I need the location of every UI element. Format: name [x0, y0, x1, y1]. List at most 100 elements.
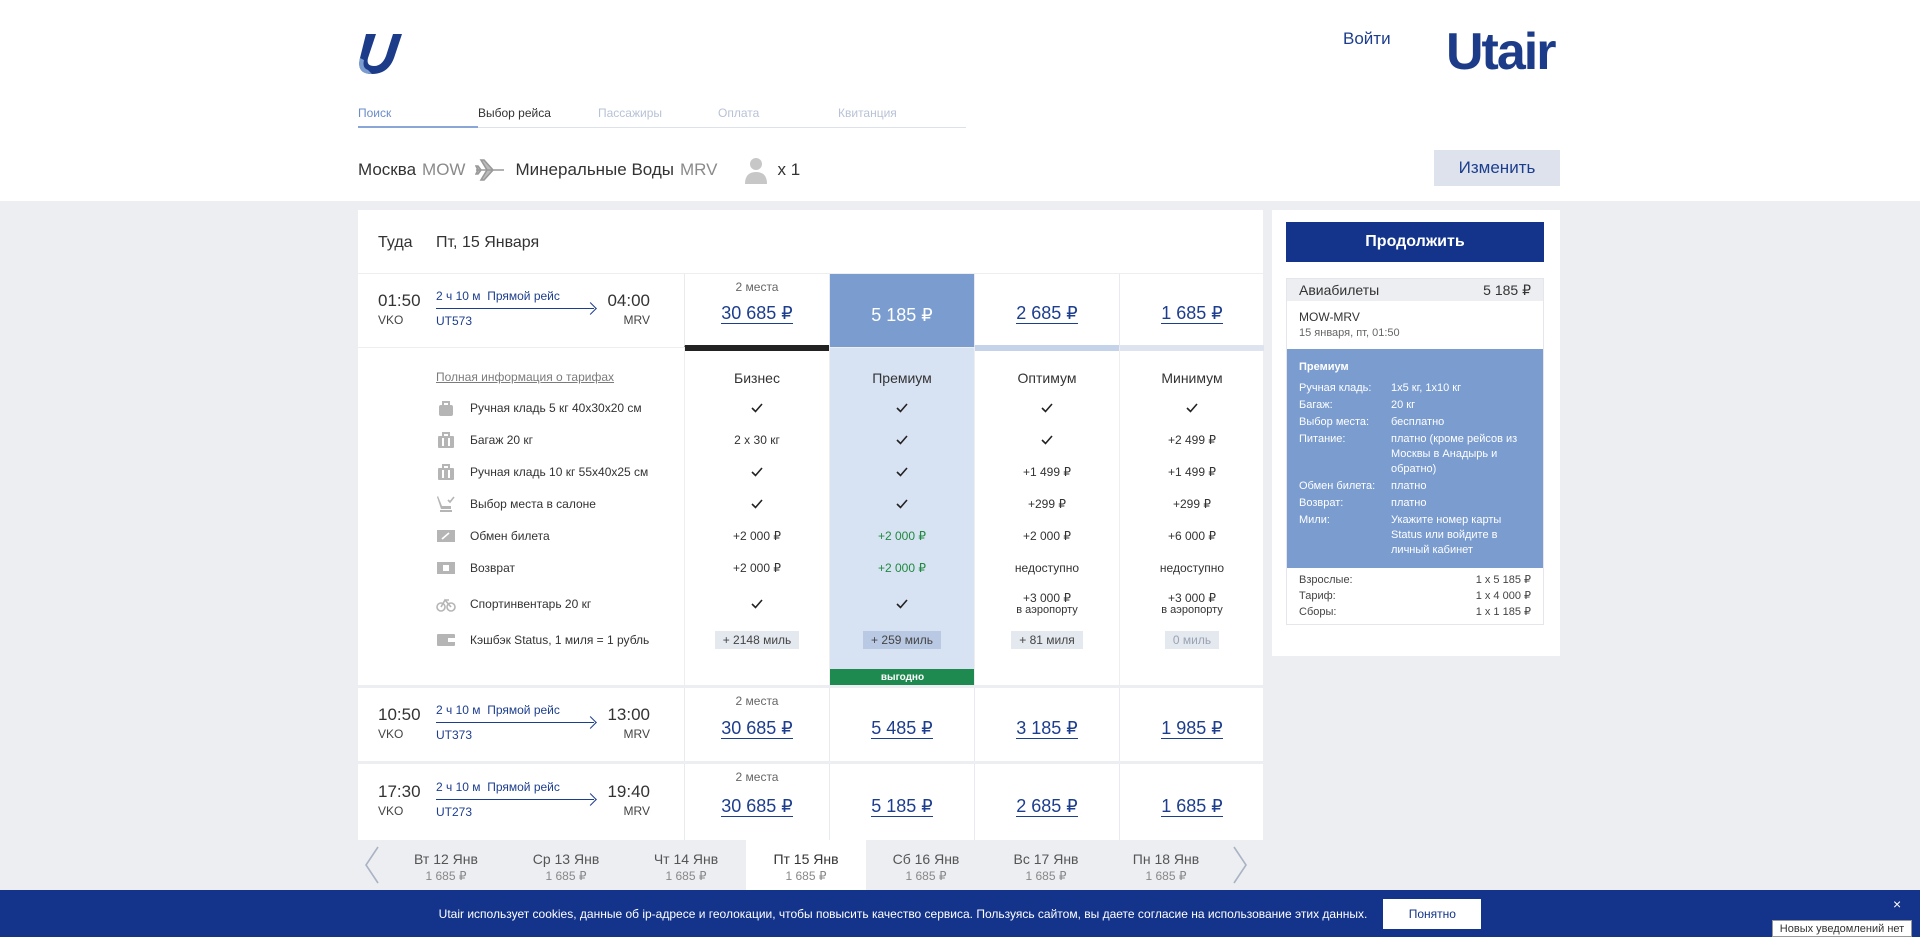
cost-row: Сборы: 1 x 1 185 ₽ — [1299, 606, 1531, 618]
continue-button[interactable]: Продолжить — [1286, 222, 1544, 262]
tariff-value: +2 000 ₽ — [732, 529, 781, 543]
route-summary: Москва MOW Минеральные Воды MRV x 1 — [358, 156, 800, 184]
arrival-time: 13:00 — [607, 705, 650, 724]
price-minimum[interactable]: 1 685 ₽ — [1119, 764, 1264, 840]
tariff-row: Питание: платно (кроме рейсов из Москвы в… — [1299, 433, 1518, 475]
tariff-row: Багаж: 20 кг — [1299, 399, 1416, 411]
next-dates-button[interactable] — [1226, 840, 1254, 890]
price-cells: 2 места 30 685 ₽ 5 485 ₽ 3 185 ₽ 1 985 ₽ — [684, 688, 1264, 761]
summary-route: MOW-MRV 15 января, пт, 01:50 — [1299, 310, 1400, 339]
direction-date: Пт, 15 Января — [436, 234, 540, 251]
plane-icon — [475, 159, 505, 181]
tariff-value: +3 000 ₽ в аэропорту — [1161, 591, 1223, 616]
suitcase-icon — [438, 464, 454, 480]
price-value[interactable]: 5 185 ₽ — [871, 305, 933, 325]
price-business[interactable]: 2 места 30 685 ₽ — [684, 688, 829, 761]
price-business[interactable]: 2 места 30 685 ₽ — [684, 764, 829, 840]
direction-label: Туда — [378, 234, 413, 251]
tariff-row: Выбор места: бесплатно — [1299, 416, 1445, 428]
best-value-badge: выгодно — [830, 669, 975, 685]
price-minimum[interactable]: 1 985 ₽ — [1119, 688, 1264, 761]
flight-row[interactable]: 01:50 VKO 2 ч 10 м Прямой рейс UT573 04:… — [358, 274, 1264, 348]
flight-number[interactable]: UT373 — [436, 728, 473, 742]
flight-number[interactable]: UT273 — [436, 805, 473, 819]
cost-row: Взрослые: 1 x 5 185 ₽ — [1299, 574, 1531, 586]
close-icon[interactable]: × — [1893, 896, 1902, 912]
brand-logo: Utair — [1446, 23, 1556, 81]
price-value[interactable]: 1 985 ₽ — [1161, 718, 1223, 739]
step-flight-select: Выбор рейса — [478, 106, 551, 120]
direction-header: Туда Пт, 15 Января — [358, 210, 1263, 274]
to-city: Минеральные Воды — [515, 160, 675, 179]
login-link[interactable]: Войти — [1343, 29, 1391, 48]
flight-row[interactable]: 10:50 VKO 2 ч 10 м Прямой рейс UT373 13:… — [358, 685, 1263, 761]
price-optimum[interactable]: 3 185 ₽ — [974, 688, 1119, 761]
date-option[interactable]: Чт 14 Янв 1 685 ₽ — [653, 851, 719, 883]
price-cells: 2 места 30 685 ₽ 5 185 ₽ 2 685 ₽ 1 685 ₽ — [684, 764, 1264, 840]
refund-icon — [437, 562, 455, 574]
seats-left: 2 места — [735, 694, 779, 708]
price-cells: 2 места 30 685 ₽ 5 185 ₽ 2 685 ₽ 1 685 ₽ — [684, 274, 1264, 348]
price-value[interactable]: 3 185 ₽ — [1016, 718, 1078, 739]
price-premium[interactable]: 5 185 ₽ — [829, 274, 974, 348]
tariff-summary: Премиум Ручная кладь: 1x5 кг, 1x10 кг Баг… — [1287, 349, 1543, 568]
check-icon — [685, 584, 829, 624]
ticket-exchange-icon — [437, 530, 455, 542]
change-search-button[interactable]: Изменить — [1434, 150, 1560, 186]
departure-time: 10:50 — [378, 705, 421, 724]
step-search[interactable]: Поиск — [358, 106, 392, 120]
tariff-optimum[interactable]: Оптимум +1 499 ₽ +299 ₽ +2 000 ₽ недосту… — [974, 347, 1119, 685]
tariff-details: Полная информация о тарифах Ручная кладь… — [358, 347, 1264, 685]
tariff-minimum[interactable]: Минимум +2 499 ₽ +1 499 ₽ +299 ₽ +6 000 … — [1119, 347, 1264, 685]
utair-logo-icon[interactable] — [356, 30, 404, 75]
price-minimum[interactable]: 1 685 ₽ — [1119, 274, 1264, 348]
tariff-value: +2 499 ₽ — [1167, 433, 1216, 447]
departure-time: 17:30 — [378, 782, 421, 801]
arrival-airport: MRV — [623, 727, 650, 741]
step-passengers: Пассажиры — [598, 106, 663, 120]
miles-cell: 0 миль — [1120, 624, 1264, 656]
prev-dates-button[interactable] — [358, 840, 386, 890]
price-value[interactable]: 30 685 ₽ — [721, 718, 793, 739]
date-option-selected[interactable]: Пт 15 Янв 1 685 ₽ — [746, 840, 866, 890]
arrival-time: 19:40 — [607, 782, 650, 801]
tariff-business[interactable]: Бизнес 2 x 30 кг +2 000 ₽ +2 000 ₽ + 214… — [684, 347, 829, 685]
flight-row[interactable]: 17:30 VKO 2 ч 10 м Прямой рейс UT273 19:… — [358, 761, 1263, 840]
departure: 10:50 VKO — [378, 705, 421, 741]
date-option[interactable]: Вс 17 Янв 1 685 ₽ — [1013, 851, 1079, 883]
check-icon — [830, 424, 974, 456]
full-tariff-info-link[interactable]: Полная информация о тарифах — [436, 370, 615, 384]
price-value[interactable]: 1 685 ₽ — [1161, 795, 1223, 817]
feature-row: Выбор места в салоне — [436, 488, 686, 520]
date-option[interactable]: Ср 13 Янв 1 685 ₽ — [532, 851, 600, 883]
price-premium[interactable]: 5 185 ₽ — [829, 764, 974, 840]
tariff-name: Минимум — [1161, 370, 1223, 386]
price-value[interactable]: 2 685 ₽ — [1016, 795, 1078, 817]
hand-bag-icon — [439, 401, 453, 416]
feature-row: Ручная кладь 5 кг 40x30x20 см — [436, 392, 686, 424]
departure-airport: VKO — [378, 727, 404, 741]
price-optimum[interactable]: 2 685 ₽ — [974, 274, 1119, 348]
tariff-columns: Бизнес 2 x 30 кг +2 000 ₽ +2 000 ₽ + 214… — [684, 347, 1264, 685]
date-option[interactable]: Вт 12 Янв 1 685 ₽ — [414, 851, 478, 883]
price-value[interactable]: 30 685 ₽ — [721, 795, 793, 817]
departure-airport: VKO — [378, 313, 404, 327]
date-option[interactable]: Пн 18 Янв 1 685 ₽ — [1132, 851, 1200, 883]
price-value[interactable]: 5 485 ₽ — [871, 718, 933, 739]
check-icon — [685, 488, 829, 520]
price-premium[interactable]: 5 485 ₽ — [829, 688, 974, 761]
date-option[interactable]: Сб 16 Янв 1 685 ₽ — [892, 851, 960, 883]
tariff-value: +6 000 ₽ — [1167, 529, 1216, 543]
price-value[interactable]: 2 685 ₽ — [1016, 303, 1078, 324]
price-business[interactable]: 2 места 30 685 ₽ — [684, 274, 829, 348]
price-value[interactable]: 1 685 ₽ — [1161, 303, 1223, 324]
price-value[interactable]: 5 185 ₽ — [871, 795, 933, 817]
cookie-accept-button[interactable]: Понятно — [1383, 898, 1482, 929]
departure-time: 01:50 — [378, 291, 421, 310]
price-value[interactable]: 30 685 ₽ — [721, 303, 793, 324]
flight-number[interactable]: UT573 — [436, 314, 473, 328]
tariff-premium[interactable]: Премиум +2 000 ₽ +2 000 ₽ + 259 миль выг… — [829, 348, 975, 685]
miles-cell: + 81 миля — [975, 624, 1119, 656]
from-city: Москва — [358, 160, 417, 179]
price-optimum[interactable]: 2 685 ₽ — [974, 764, 1119, 840]
